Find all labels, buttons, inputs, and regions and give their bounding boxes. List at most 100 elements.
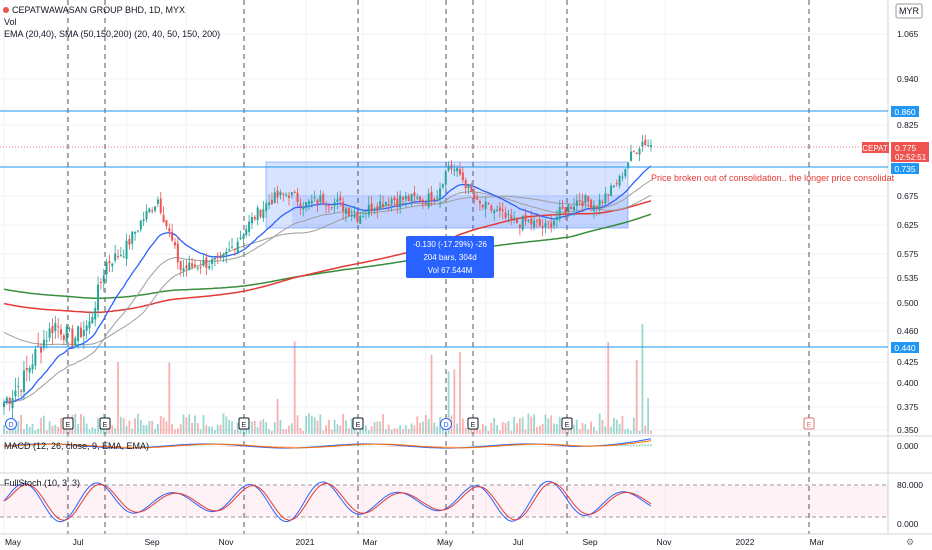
volume-bar <box>390 429 393 434</box>
candle-body <box>430 191 433 202</box>
candle-body <box>518 224 521 228</box>
candle-body <box>273 192 276 203</box>
candle-body <box>165 220 168 227</box>
volume-bar <box>196 423 199 434</box>
volume-bar <box>48 421 51 434</box>
macd-histogram-bar <box>550 446 552 447</box>
macd-histogram-bar <box>561 446 564 447</box>
candle-body <box>40 347 43 353</box>
candle-body <box>553 220 556 226</box>
volume-bar <box>496 425 498 434</box>
macd-histogram-bar <box>148 445 151 447</box>
candle-body <box>407 196 410 201</box>
volume-bar <box>28 426 31 434</box>
macd-histogram-bar <box>45 445 48 447</box>
price-label-440: 0.440 <box>891 342 919 353</box>
macd-histogram-bar <box>399 446 401 447</box>
event-marker-icon[interactable]: E <box>803 417 815 430</box>
volume-bar <box>302 430 305 434</box>
volume-bar <box>490 422 493 434</box>
volume-bar <box>265 422 268 434</box>
event-marker-icon[interactable]: E <box>467 417 479 430</box>
volume-bar <box>510 430 513 434</box>
candle-body <box>307 201 310 205</box>
candle-body <box>610 185 613 196</box>
candle-body <box>624 169 627 177</box>
volume-bar <box>248 426 250 434</box>
candle-body <box>268 202 271 205</box>
volume-bar <box>205 424 208 434</box>
time-tick-label: 2022 <box>736 537 755 547</box>
candle-body <box>550 222 553 228</box>
measure-tooltip[interactable]: -0.130 (-17.29%) -26 204 bars, 304d Vol … <box>406 236 494 278</box>
time-tick-label: May <box>437 537 454 547</box>
event-marker-icon[interactable]: E <box>238 417 250 430</box>
candle-body <box>5 397 8 402</box>
macd-histogram-bar <box>353 445 356 447</box>
candle-body <box>630 151 632 161</box>
currency-badge[interactable]: MYR <box>895 3 923 19</box>
candle-body <box>373 208 376 210</box>
event-marker-icon[interactable]: E <box>99 417 111 430</box>
event-marker-icon[interactable]: E <box>62 417 74 430</box>
volume-bar <box>276 398 279 434</box>
volume-bar <box>598 413 601 434</box>
earnings-icon <box>803 417 815 430</box>
chart-title: CEPATWAWASAN GROUP BHD, 1D, MYX <box>12 5 185 15</box>
volume-bar <box>507 421 510 434</box>
macd-histogram-bar <box>476 445 478 447</box>
candle-body <box>330 207 333 209</box>
candle-body <box>627 162 630 169</box>
stoch-tick-label: 80.000 <box>897 480 923 490</box>
candle-body <box>382 203 385 208</box>
breakout-annotation[interactable]: Price broken out of consolidation.. the … <box>651 173 895 183</box>
volume-bar <box>119 416 122 434</box>
volume-bar <box>367 429 370 434</box>
price-tick-label: 0.350 <box>897 425 919 435</box>
candle-body <box>68 328 71 330</box>
ema40-line <box>3 179 652 403</box>
earnings-marker-label: E <box>66 422 71 429</box>
volume-bar <box>499 430 501 434</box>
macd-histogram-bar <box>26 445 28 447</box>
macd-histogram-bar <box>191 445 193 447</box>
volume-bar <box>105 426 108 434</box>
candle-body <box>188 262 191 271</box>
volume-bar <box>419 422 421 434</box>
candle-body <box>336 199 339 202</box>
event-marker-icon[interactable]: D <box>5 418 17 430</box>
candle-body <box>253 216 256 220</box>
macd-histogram-bar <box>618 445 621 447</box>
event-marker-icon[interactable]: D <box>440 418 452 430</box>
candle-body <box>521 216 524 230</box>
macd-histogram-bar <box>613 445 615 447</box>
volume-bar <box>54 424 57 434</box>
candle-body <box>156 199 159 204</box>
candle-body <box>154 206 157 211</box>
candle-body <box>421 200 424 202</box>
candle-body <box>322 194 325 204</box>
candle-body <box>410 193 413 202</box>
settings-icon[interactable]: ⚙ <box>906 537 914 547</box>
volume-bar <box>279 419 282 434</box>
consolidation-box <box>265 161 629 229</box>
event-marker-icon[interactable]: E <box>352 417 364 430</box>
candle-body <box>439 188 442 200</box>
volume-bar <box>182 414 185 434</box>
macd-histogram-bar <box>390 446 393 447</box>
candle-body <box>25 368 28 371</box>
volume-bar <box>527 413 530 434</box>
candle-body <box>612 185 615 188</box>
macd-histogram-bar <box>527 445 530 447</box>
volume-bar <box>544 414 547 434</box>
macd-histogram-bar <box>470 445 473 447</box>
macd-histogram-bar <box>273 446 276 447</box>
volume-bar <box>330 429 333 434</box>
macd-histogram-bar <box>370 445 373 447</box>
candle-body <box>282 193 285 195</box>
volume-bar <box>593 426 595 434</box>
volume-bar <box>607 342 610 434</box>
event-marker-icon[interactable]: E <box>561 417 573 430</box>
